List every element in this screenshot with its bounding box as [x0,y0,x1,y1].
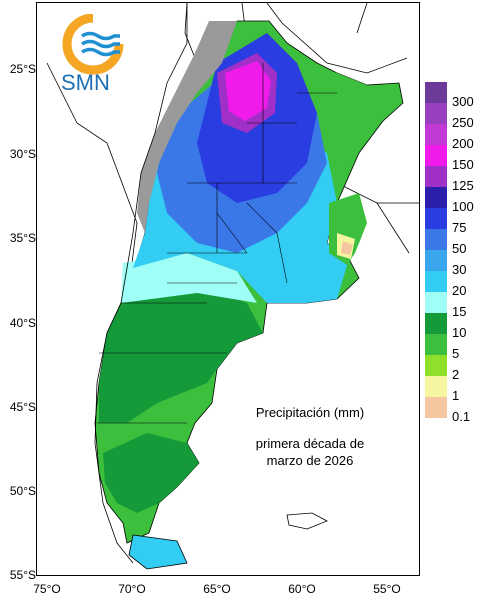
tierra-del-fuego [128,534,188,570]
legend-label-50: 50 [452,241,467,256]
legend-label-20: 20 [452,283,467,298]
legend-swatch-125 [425,166,447,187]
legend-label-100: 100 [452,199,474,214]
smn-logo-text: SMN [61,70,110,95]
lon-label-70: 70°O [118,582,146,596]
legend-label-125: 125 [452,178,474,193]
legend-swatch-10 [425,313,447,334]
lat-label-35: 35°S [9,231,36,245]
province-borders [97,63,337,424]
core-magenta [225,61,271,121]
legend-label-200: 200 [452,136,474,151]
map-frame [36,2,420,576]
cyan-strip [121,253,257,303]
legend-swatch-0.1 [425,397,447,418]
legend-swatch-300 [425,82,447,103]
legend-swatch-200 [425,124,447,145]
lat-label-45: 45°S [9,400,36,414]
legend-label-1: 1 [452,388,460,403]
andes-gray [137,21,237,233]
lat-label-30: 30°S [9,147,36,161]
legend-swatch-100 [425,187,447,208]
legend-swatch-15 [425,292,447,313]
legend-swatch-20 [425,271,447,292]
lon-label-65: 65°O [203,582,231,596]
smn-logo-icon [62,14,124,75]
legend-label-150: 150 [452,157,474,172]
legend-swatch-5 [425,334,447,355]
legend-swatch-2 [425,355,447,376]
legend-label-75: 75 [452,220,467,235]
patagonia-south [103,433,199,513]
legend-label-30: 30 [452,262,467,277]
legend-label-300: 300 [452,94,474,109]
falkland-islands [286,512,328,530]
legend-label-0.1: 0.1 [452,409,471,424]
legend-label-10: 10 [452,325,467,340]
lon-label-55: 55°O [373,582,401,596]
east-peach [341,241,353,255]
lon-label-60: 60°O [288,582,316,596]
legend-label-250: 250 [452,115,474,130]
legend-swatch-50 [425,229,447,250]
legend-swatch-75 [425,208,447,229]
map-title: Precipitación (mm) [255,405,365,420]
map-subtitle-line2: marzo de 2026 [266,453,354,468]
legend-swatch-250 [425,103,447,124]
lat-label-50: 50°S [9,484,36,498]
map-subtitle-line1: primera década de [255,436,365,451]
legend-label-2: 2 [452,367,460,382]
legend-label-15: 15 [452,304,467,319]
lat-label-55: 55°S [9,568,36,582]
northeast-green [307,63,377,133]
legend-label-5: 5 [452,346,460,361]
lat-label-25: 25°S [9,62,36,76]
legend-swatch-30 [425,250,447,271]
legend-swatch-150 [425,145,447,166]
legend-swatch-1 [425,376,447,397]
lon-label-75: 75°O [33,582,61,596]
precipitation-map [46,3,419,570]
lat-label-40: 40°S [9,316,36,330]
